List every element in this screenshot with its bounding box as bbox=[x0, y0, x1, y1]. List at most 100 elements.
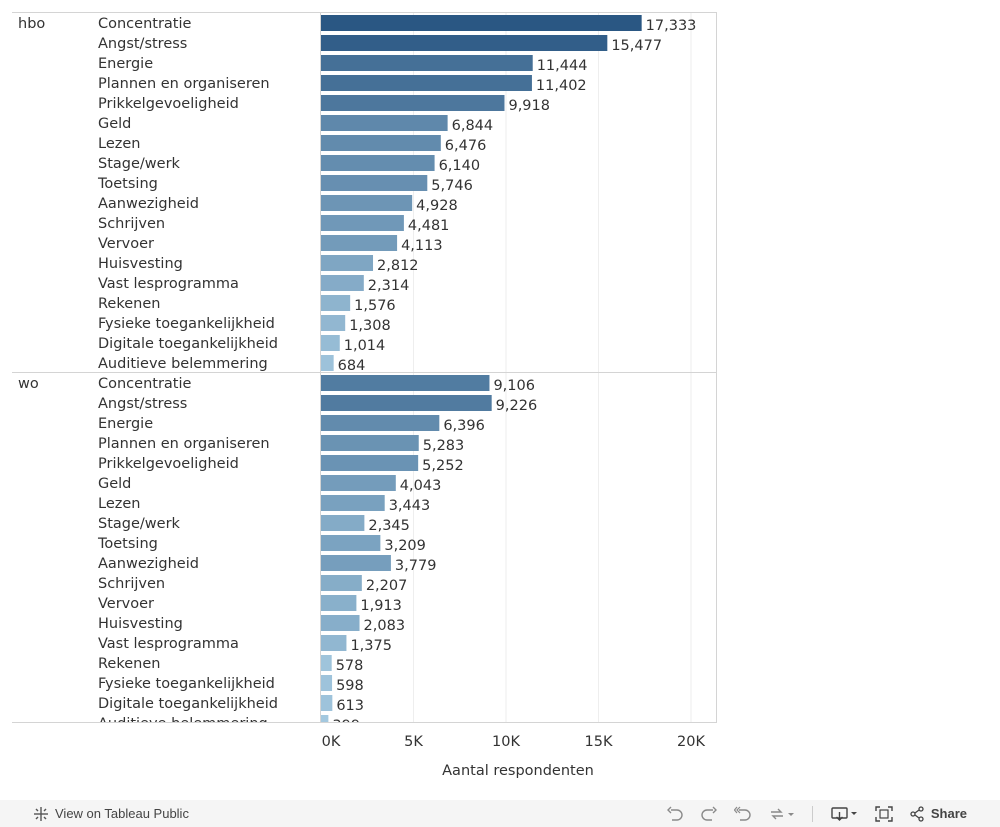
view-on-tableau-link[interactable]: View on Tableau Public bbox=[33, 806, 189, 822]
redo-icon bbox=[701, 806, 717, 821]
category-label: Concentratie bbox=[98, 376, 192, 392]
category-label: Angst/stress bbox=[98, 396, 187, 412]
bar-wo-schrijven bbox=[321, 575, 362, 591]
share-icon bbox=[910, 805, 924, 822]
value-label: 3,779 bbox=[395, 558, 437, 574]
bar-hbo-plannen-en-organiseren bbox=[321, 75, 532, 91]
x-tick-label: 10K bbox=[492, 734, 520, 750]
bar-hbo-stage-werk bbox=[321, 155, 435, 171]
category-label: Plannen en organiseren bbox=[98, 76, 270, 92]
value-label: 4,481 bbox=[408, 218, 450, 234]
bar-hbo-aanwezigheid bbox=[321, 195, 413, 211]
bar-wo-stage-werk bbox=[321, 515, 365, 531]
category-label: Energie bbox=[98, 56, 153, 72]
category-label: Rekenen bbox=[98, 656, 160, 672]
bar-wo-fysieke-toegankelijkheid bbox=[321, 675, 333, 691]
category-label: Fysieke toegankelijkheid bbox=[98, 676, 275, 692]
bar-hbo-lezen bbox=[321, 135, 441, 151]
value-label: 9,226 bbox=[496, 398, 538, 414]
group-label-hbo: hbo bbox=[18, 16, 45, 32]
value-label: 4,043 bbox=[400, 478, 442, 494]
category-label: Prikkelgevoeligheid bbox=[98, 456, 239, 472]
category-label: Auditieve belemmering bbox=[98, 716, 268, 732]
value-label: 6,844 bbox=[452, 118, 494, 134]
bar-hbo-angst-stress bbox=[321, 35, 608, 51]
bar-hbo-geld bbox=[321, 115, 448, 131]
category-label: Vast lesprogramma bbox=[98, 276, 239, 292]
category-label: Vervoer bbox=[98, 596, 154, 612]
bar-wo-geld bbox=[321, 475, 396, 491]
revert-button[interactable] bbox=[733, 800, 752, 827]
bar-hbo-auditieve-belemmering bbox=[321, 355, 334, 371]
refresh-icon bbox=[770, 808, 794, 819]
bar-wo-vast-lesprogramma bbox=[321, 635, 347, 651]
category-label: Vervoer bbox=[98, 236, 154, 252]
category-label: Vast lesprogramma bbox=[98, 636, 239, 652]
value-label: 6,476 bbox=[445, 138, 487, 154]
category-label: Stage/werk bbox=[98, 156, 181, 172]
bar-hbo-vast-lesprogramma bbox=[321, 275, 364, 291]
x-tick-label: 5K bbox=[404, 734, 423, 750]
refresh-button[interactable] bbox=[768, 800, 794, 827]
category-label: Plannen en organiseren bbox=[98, 436, 270, 452]
value-label: 2,345 bbox=[368, 518, 410, 534]
tableau-toolbar: View on Tableau Public Share bbox=[0, 800, 1000, 827]
category-label: Angst/stress bbox=[98, 36, 187, 52]
labels: hbo Concentratie 17,333 Angst/stress 15,477 E… bbox=[18, 16, 696, 734]
bar-hbo-schrijven bbox=[321, 215, 404, 231]
value-label: 1,308 bbox=[349, 318, 391, 334]
value-label: 2,314 bbox=[368, 278, 410, 294]
x-axis: Aantal respondenten 0K 5K 10K 15K 20K bbox=[322, 734, 706, 779]
value-label: 399 bbox=[332, 718, 360, 734]
value-label: 3,443 bbox=[389, 498, 431, 514]
download-button[interactable] bbox=[831, 800, 859, 827]
value-label: 6,396 bbox=[443, 418, 485, 434]
x-tick-label: 0K bbox=[322, 734, 341, 750]
fullscreen-button[interactable] bbox=[875, 800, 893, 827]
category-label: Stage/werk bbox=[98, 516, 181, 532]
share-button[interactable]: Share bbox=[909, 800, 967, 827]
bar-wo-energie bbox=[321, 415, 440, 431]
value-label: 1,014 bbox=[344, 338, 386, 354]
category-label: Fysieke toegankelijkheid bbox=[98, 316, 275, 332]
grid-lines bbox=[413, 13, 692, 722]
view-on-tableau-label: View on Tableau Public bbox=[55, 806, 189, 821]
value-label: 598 bbox=[336, 678, 364, 694]
category-label: Aanwezigheid bbox=[98, 556, 199, 572]
x-tick-label: 15K bbox=[585, 734, 613, 750]
bar-wo-auditieve-belemmering bbox=[321, 715, 329, 722]
chart-frame bbox=[12, 12, 717, 723]
value-label: 15,477 bbox=[611, 38, 662, 54]
value-label: 684 bbox=[338, 358, 366, 374]
download-icon bbox=[831, 806, 857, 821]
category-label: Concentratie bbox=[98, 16, 192, 32]
value-label: 1,375 bbox=[350, 638, 392, 654]
value-label: 11,444 bbox=[537, 58, 588, 74]
value-label: 6,140 bbox=[439, 158, 481, 174]
value-label: 9,106 bbox=[493, 378, 535, 394]
bar-hbo-concentratie bbox=[321, 15, 642, 31]
redo-button[interactable] bbox=[700, 800, 718, 827]
value-label: 5,252 bbox=[422, 458, 464, 474]
bar-wo-aanwezigheid bbox=[321, 555, 391, 571]
category-label: Digitale toegankelijkheid bbox=[98, 696, 278, 712]
value-label: 4,113 bbox=[401, 238, 443, 254]
value-label: 2,083 bbox=[364, 618, 406, 634]
tableau-logo-icon bbox=[34, 806, 48, 821]
value-label: 613 bbox=[336, 698, 364, 714]
undo-icon bbox=[666, 806, 683, 821]
bars bbox=[321, 15, 642, 722]
value-label: 3,209 bbox=[384, 538, 426, 554]
value-label: 1,913 bbox=[360, 598, 402, 614]
value-label: 5,746 bbox=[431, 178, 473, 194]
value-label: 2,207 bbox=[366, 578, 408, 594]
undo-button[interactable] bbox=[666, 800, 684, 827]
value-label: 578 bbox=[336, 658, 364, 674]
share-label: Share bbox=[930, 806, 967, 821]
x-tick-label: 20K bbox=[677, 734, 705, 750]
bar-wo-lezen bbox=[321, 495, 385, 511]
category-label: Aanwezigheid bbox=[98, 196, 199, 212]
x-axis-title: Aantal respondenten bbox=[442, 763, 594, 779]
value-label: 9,918 bbox=[508, 98, 550, 114]
category-label: Lezen bbox=[98, 496, 140, 512]
